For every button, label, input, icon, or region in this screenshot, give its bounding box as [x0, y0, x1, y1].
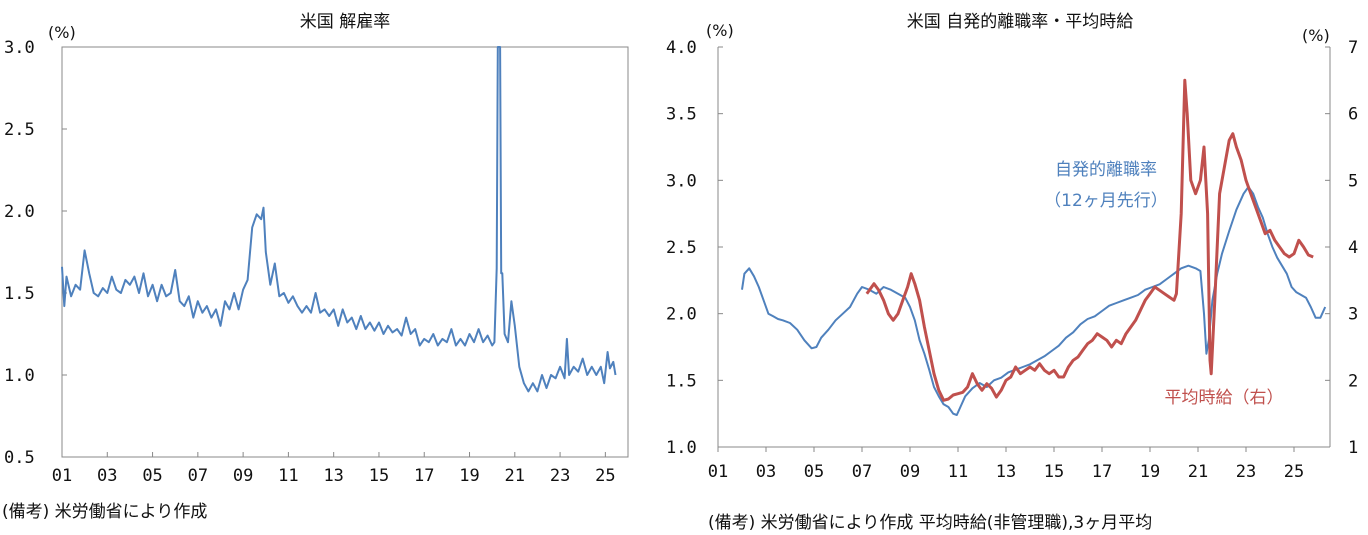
y-tick-label-right: 1 [1348, 438, 1358, 458]
y-tick-label: 2.5 [4, 120, 35, 140]
plot-frame [61, 46, 629, 458]
y-tick-label: 2.0 [4, 202, 35, 222]
x-tick-label: 23 [1236, 462, 1256, 482]
x-tick-label: 03 [756, 462, 776, 482]
y-tick-label-left: 2.0 [666, 305, 697, 325]
x-tick-label: 05 [804, 462, 824, 482]
x-tick-label: 03 [97, 466, 117, 486]
source-note: (備考) 米労働省により作成 [2, 502, 207, 522]
source-note: (備考) 米労働省により作成 平均時給(非管理職),3ヶ月平均 [708, 513, 1152, 533]
y-tick-label-right: 4 [1348, 238, 1358, 258]
x-tick-label: 01 [52, 466, 72, 486]
x-tick-label: 21 [1188, 462, 1208, 482]
quits-rate-label: 自発的離職率 [1055, 160, 1157, 180]
x-tick-label: 15 [1044, 462, 1064, 482]
y-tick-label-left: 3.5 [666, 105, 697, 125]
y-tick-label-left: 2.5 [666, 238, 697, 258]
y-tick-label-left: 1.0 [666, 438, 697, 458]
x-tick-label: 13 [996, 462, 1016, 482]
x-tick-label: 25 [595, 466, 615, 486]
y-tick-label: 1.0 [4, 366, 35, 386]
x-tick-label: 07 [188, 466, 208, 486]
y-tick-label-right: 7 [1348, 38, 1358, 58]
y-tick-label-right: 6 [1348, 105, 1358, 125]
quits-rate-line [741, 186, 1327, 416]
x-tick-label: 17 [414, 466, 434, 486]
wage-line [865, 78, 1314, 402]
x-tick-label: 05 [142, 466, 162, 486]
y-tick-label: 0.5 [4, 448, 35, 468]
y-tick-label-left: 3.0 [666, 171, 697, 191]
x-tick-label: 19 [1140, 462, 1160, 482]
wage-label: 平均時給（右） [1165, 388, 1284, 408]
x-tick-label: 15 [369, 466, 389, 486]
x-tick-label: 11 [948, 462, 968, 482]
quits-rate-label-sub: （12ヶ月先行） [1044, 191, 1168, 211]
x-tick-label: 09 [900, 462, 920, 482]
y-unit-label-left: (%) [706, 21, 734, 40]
y-unit-label: (%) [48, 23, 76, 42]
x-tick-label: 11 [278, 466, 298, 486]
y-tick-label-left: 4.0 [666, 38, 697, 58]
x-tick-label: 17 [1092, 462, 1112, 482]
chart-title: 米国 自発的離職率・平均時給 [907, 12, 1133, 32]
y-tick-label: 3.0 [4, 38, 35, 58]
x-tick-label: 09 [233, 466, 253, 486]
x-tick-label: 21 [505, 466, 525, 486]
x-tick-label: 25 [1284, 462, 1304, 482]
y-unit-label-right: (%) [1302, 26, 1330, 45]
x-tick-label: 07 [852, 462, 872, 482]
x-tick-label: 19 [459, 466, 479, 486]
x-tick-label: 01 [708, 462, 728, 482]
y-tick-label-right: 5 [1348, 171, 1358, 191]
x-tick-label: 13 [323, 466, 343, 486]
chart-title: 米国 解雇率 [300, 12, 390, 32]
layoff-rate-line [61, 46, 617, 393]
x-tick-label: 23 [550, 466, 570, 486]
y-tick-label-left: 1.5 [666, 371, 697, 391]
y-tick-label-right: 3 [1348, 305, 1358, 325]
layoff-rate-chart: 0.5 1.0 1.5 2.0 2.5 3.0 01 03 05 07 09 11 13 15 17 19 21… [2, 12, 629, 522]
y-tick-label: 1.5 [4, 284, 35, 304]
y-tick-label-right: 2 [1348, 371, 1358, 391]
